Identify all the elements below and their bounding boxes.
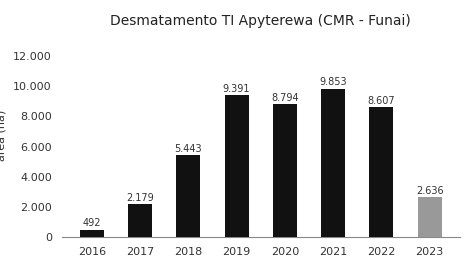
Bar [321, 88, 345, 237]
Bar [225, 95, 249, 237]
Text: 5.443: 5.443 [174, 143, 202, 153]
Text: 8.794: 8.794 [271, 93, 299, 103]
Text: 9.391: 9.391 [223, 84, 250, 94]
Bar [369, 107, 393, 237]
Text: 2.636: 2.636 [416, 186, 444, 196]
Bar [176, 155, 201, 237]
Title: Desmatamento TI Apyterewa (CMR - Funai): Desmatamento TI Apyterewa (CMR - Funai) [110, 14, 411, 28]
Bar [418, 197, 442, 237]
Text: 2.179: 2.179 [126, 193, 154, 203]
Text: 492: 492 [82, 218, 101, 228]
Y-axis label: área (ha): área (ha) [0, 110, 8, 161]
Text: 8.607: 8.607 [367, 96, 395, 106]
Text: 9.853: 9.853 [319, 77, 347, 87]
Bar [128, 204, 152, 237]
Bar [80, 230, 104, 237]
Bar [273, 104, 297, 237]
